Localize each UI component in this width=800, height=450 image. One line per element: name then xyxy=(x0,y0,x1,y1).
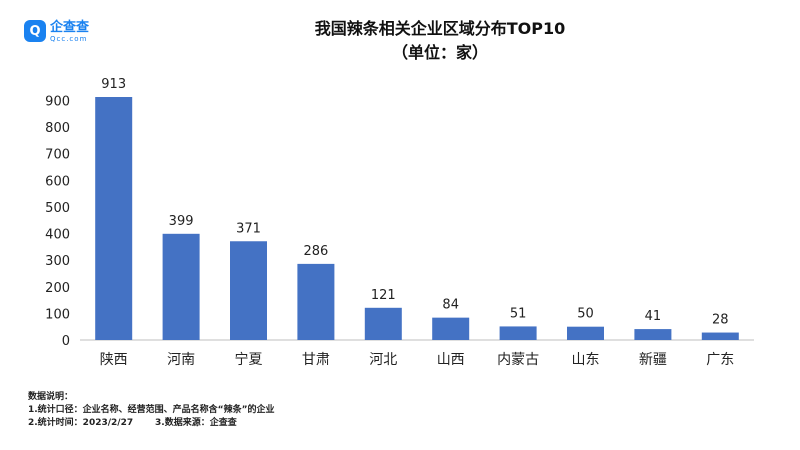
brand-url: Qcc.com xyxy=(50,35,88,43)
qcc-logo-icon: Q xyxy=(24,20,46,42)
y-tick-label: 600 xyxy=(45,174,70,189)
notes-line-1: 1.统计口径：企业名称、经营范围、产品名称含“辣条”的企业 xyxy=(28,405,275,415)
brand-logo: Q 企查查 Qcc.com xyxy=(24,20,114,46)
brand-name: 企查查 xyxy=(50,20,90,35)
chart-subtitle: （单位：家） xyxy=(391,43,488,62)
bar xyxy=(634,329,672,340)
notes-line-3: 3.数据来源：企查查 xyxy=(155,418,237,428)
bar-value-label: 28 xyxy=(712,313,729,328)
y-tick-label: 300 xyxy=(45,254,70,269)
y-tick-label: 500 xyxy=(45,201,70,216)
bar xyxy=(499,326,537,340)
bar-value-label: 41 xyxy=(645,309,662,324)
bar-value-label: 913 xyxy=(101,77,126,92)
bar-value-label: 121 xyxy=(371,288,396,303)
bar xyxy=(297,263,335,340)
x-category-label: 陕西 xyxy=(100,352,128,368)
y-tick-label: 700 xyxy=(45,148,70,163)
y-tick-label: 200 xyxy=(45,281,70,296)
y-tick-label: 400 xyxy=(45,228,70,243)
y-tick-label: 900 xyxy=(45,94,70,109)
data-notes: 数据说明： 1.统计口径：企业名称、经营范围、产品名称含“辣条”的企业 2.统计… xyxy=(28,391,275,430)
bar-value-label: 51 xyxy=(510,306,527,321)
bar-value-label: 84 xyxy=(442,298,459,313)
x-category-label: 广东 xyxy=(706,352,734,368)
bar xyxy=(95,97,133,340)
notes-line-2: 2.统计时间：2023/2/27 xyxy=(28,418,134,428)
chart-title: 我国辣条相关企业区域分布TOP10 xyxy=(314,19,566,38)
x-category-label: 河北 xyxy=(369,352,397,368)
bar-value-label: 399 xyxy=(169,214,194,229)
x-category-label: 内蒙古 xyxy=(497,352,539,368)
bar xyxy=(230,241,267,340)
bar xyxy=(701,332,739,340)
y-tick-label: 800 xyxy=(45,121,70,136)
bar xyxy=(567,326,604,340)
bar-value-label: 286 xyxy=(303,244,328,259)
notes-heading: 数据说明： xyxy=(28,392,74,402)
bar-value-label: 50 xyxy=(577,307,594,322)
x-category-label: 河南 xyxy=(167,352,195,368)
y-tick-label: 0 xyxy=(62,334,70,349)
x-category-label: 山西 xyxy=(437,352,465,368)
x-category-label: 宁夏 xyxy=(235,351,263,368)
bar xyxy=(364,307,402,340)
bar xyxy=(432,317,470,340)
y-tick-label: 100 xyxy=(45,307,70,322)
bar xyxy=(162,233,200,340)
bar-value-label: 371 xyxy=(236,221,261,236)
x-category-label: 新疆 xyxy=(639,352,667,368)
x-category-label: 甘肃 xyxy=(302,352,330,368)
bar-chart: 0 100 200 300 400 500 600 700 800 900 913 陕西 399 河南 37… xyxy=(45,77,754,368)
x-category-label: 山东 xyxy=(572,352,600,368)
